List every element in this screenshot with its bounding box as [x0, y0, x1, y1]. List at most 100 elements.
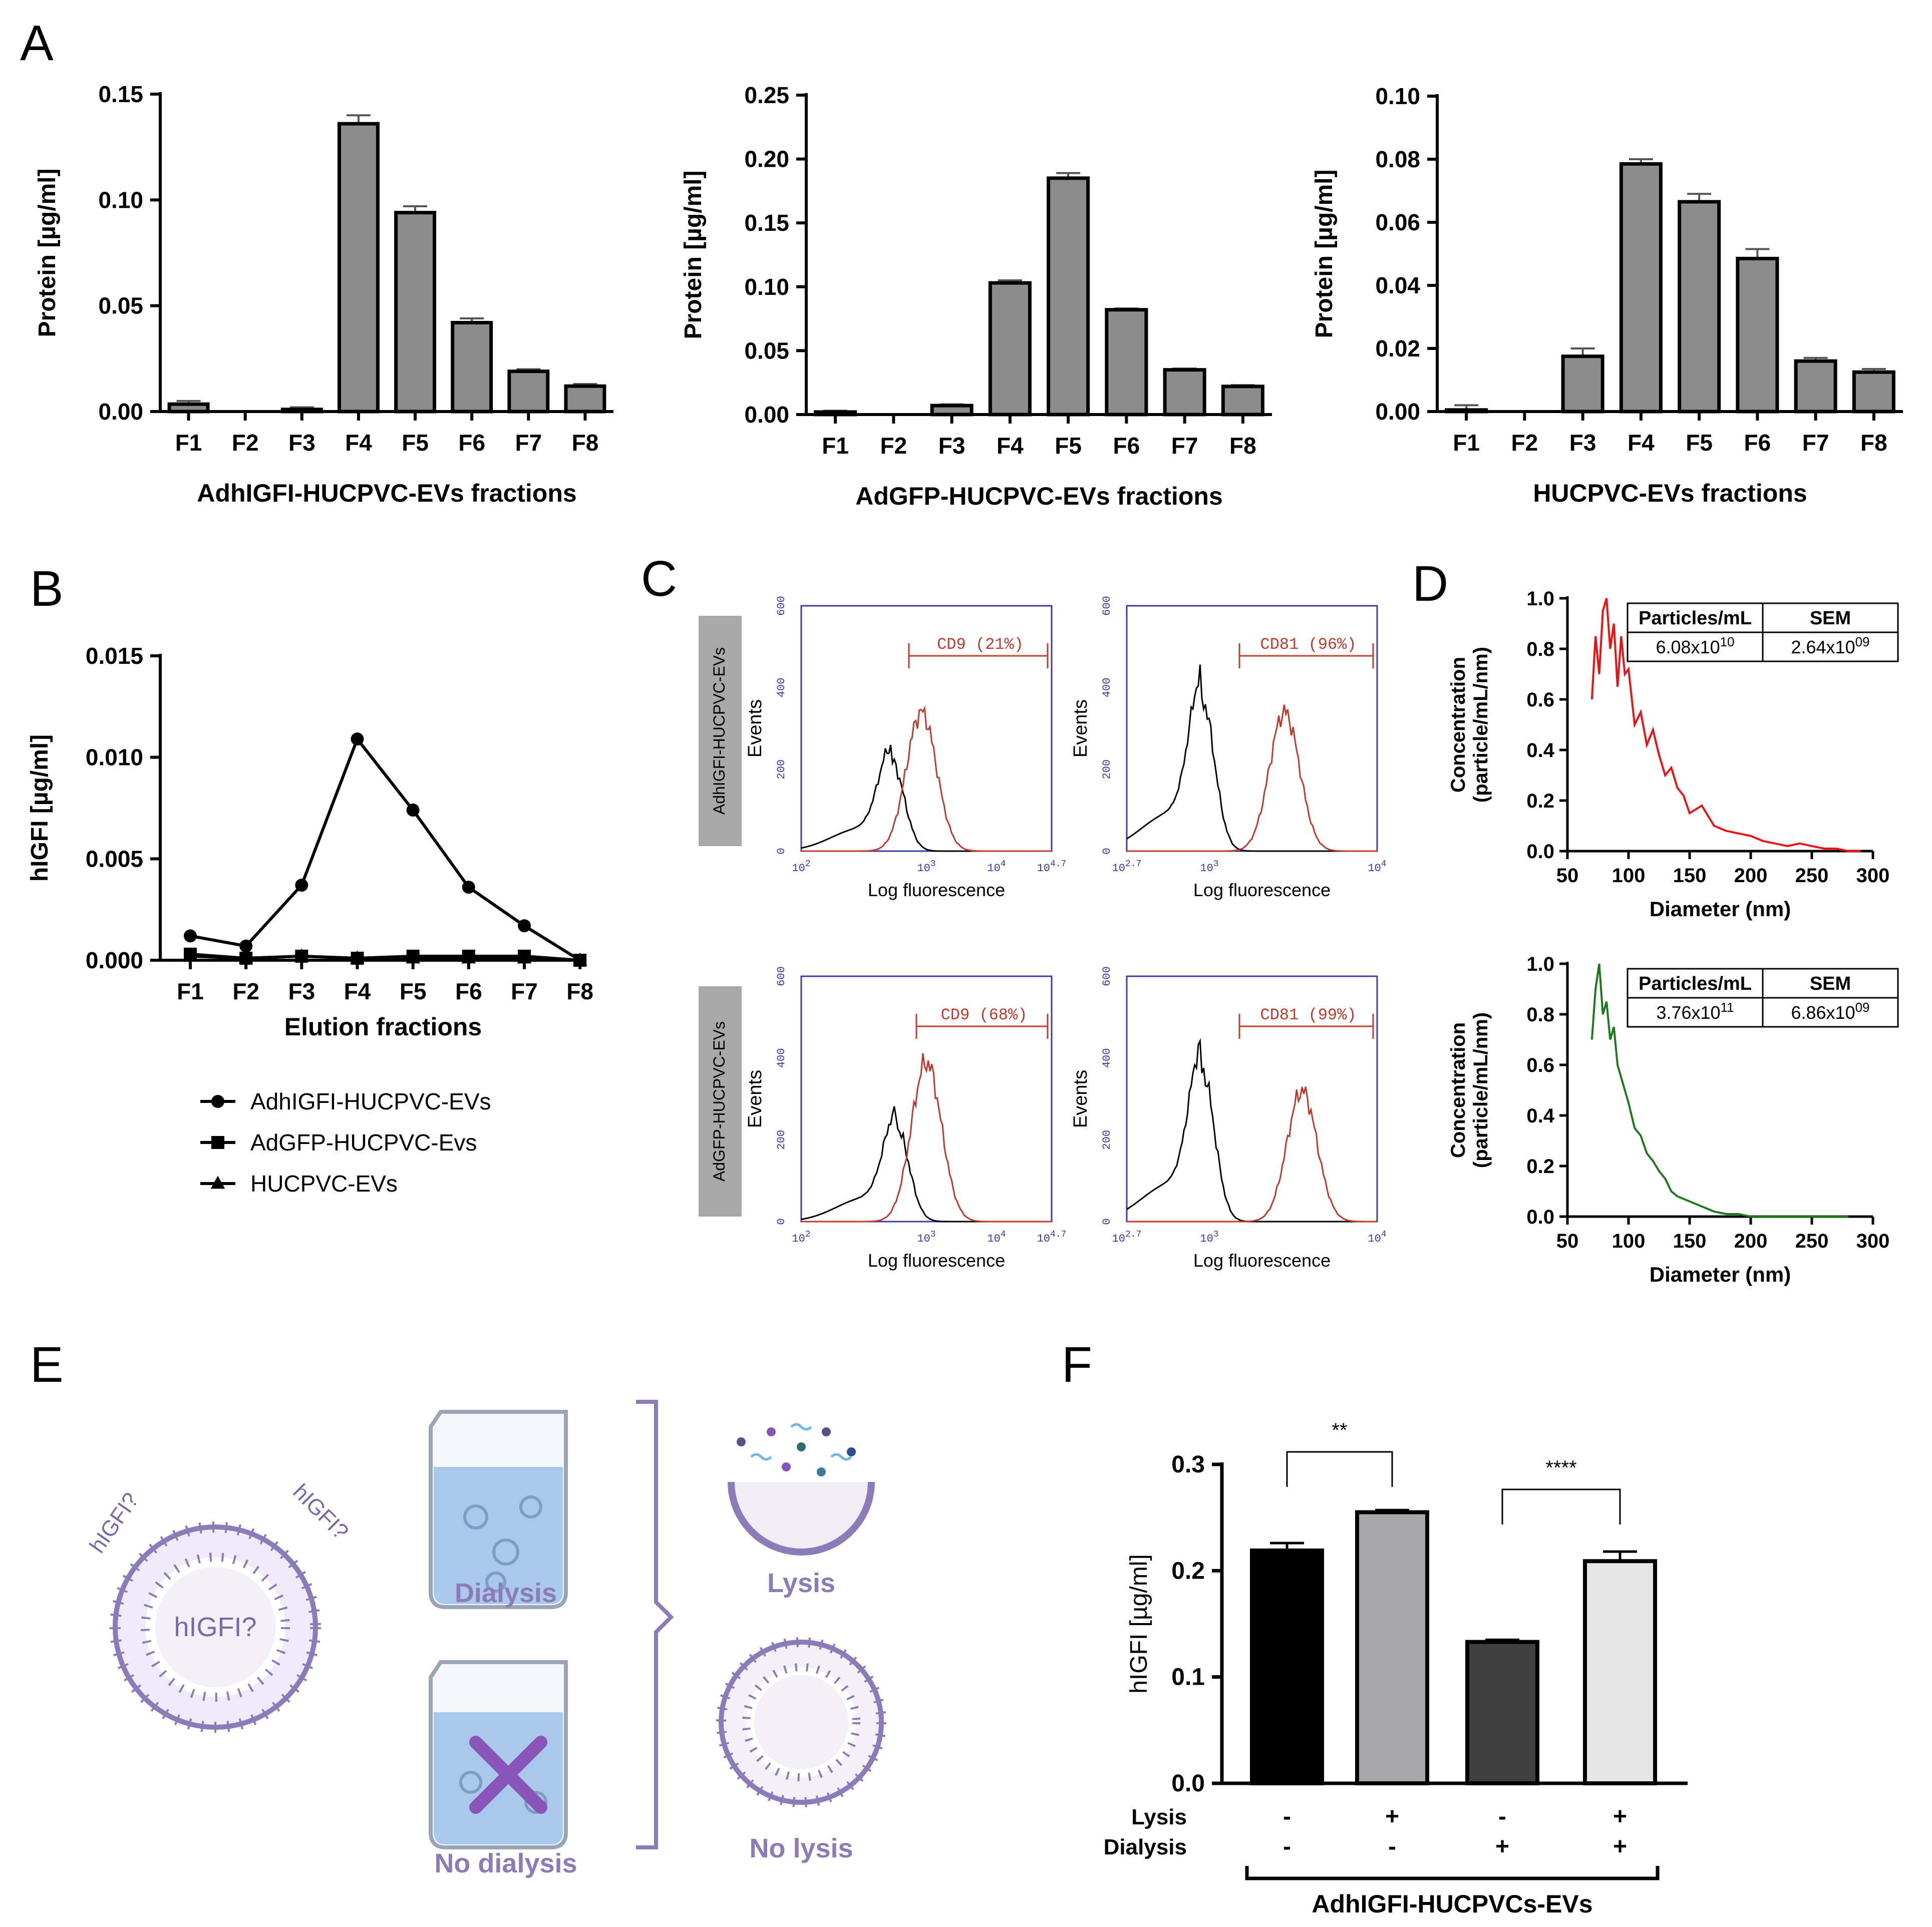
- flow-y-tick: 600: [1101, 966, 1113, 986]
- size-distribution-line: [1590, 963, 1849, 1218]
- x-tick-label: 250: [1795, 1230, 1829, 1252]
- y-tick-label: 0.00: [744, 402, 789, 428]
- x-tick-label: F7: [515, 430, 542, 456]
- y-tick-label: 0.02: [1375, 335, 1420, 361]
- panel-label-e: E: [30, 1337, 64, 1393]
- stained-histogram: [1127, 1086, 1378, 1223]
- bar-F8: [1221, 384, 1264, 417]
- flow-x-label: Log fluorescence: [868, 880, 1005, 900]
- x-tick-label: 250: [1795, 865, 1829, 887]
- series-line: [190, 954, 580, 962]
- y-tick-label: 0.05: [744, 337, 789, 363]
- bar-F4: [988, 281, 1032, 417]
- legend-entry-1: AdGFP-HUCPVC-Evs: [200, 1129, 477, 1155]
- x-tick-label: F6: [1744, 430, 1771, 456]
- bar-F1: [1445, 408, 1488, 414]
- marker-triangle: [350, 950, 365, 964]
- flow-y-label: Events: [1070, 699, 1091, 757]
- y-tick-label: 0.15: [744, 210, 789, 236]
- x-tick-label: 300: [1856, 1230, 1890, 1252]
- x-axis-label: AdGFP-HUCPVC-EVs fractions: [855, 482, 1222, 510]
- flow-y-tick: 400: [1101, 678, 1113, 698]
- flow-x-label: Log fluorescence: [1193, 1250, 1331, 1271]
- flow-y-tick: 0: [1101, 1218, 1113, 1225]
- flow-y-tick: 600: [775, 966, 788, 986]
- x-tick-label: 50: [1556, 1230, 1579, 1252]
- marker-triangle: [461, 950, 476, 964]
- bar-F6: [1736, 256, 1779, 414]
- flow-y-tick: 200: [1101, 759, 1113, 780]
- y-tick-label: 0.6: [1526, 1054, 1554, 1076]
- x-tick-label: F1: [822, 433, 849, 459]
- flow-x-tick: 103: [1200, 859, 1218, 875]
- lysis-sign: -: [1283, 1803, 1291, 1830]
- marker-circle: [462, 881, 475, 894]
- y-axis-label-line2: (particle/mL/nm): [1470, 1012, 1492, 1168]
- row-label-dialysis: Dialysis: [1104, 1835, 1187, 1859]
- x-tick-label: F5: [1686, 430, 1713, 456]
- stats-table: Particles/mL SEM 6.08x1010 2.64x1009: [1627, 602, 1899, 662]
- marker-triangle: [238, 950, 253, 964]
- flow-panel-1: 0 200 400 600 Events Log fluorescence 102.7 103…: [1070, 596, 1387, 900]
- gate-label: CD9 (21%): [937, 635, 1024, 654]
- x-tick-label: F7: [1802, 430, 1829, 456]
- lysed-vesicle-icon: [728, 1423, 875, 1556]
- y-tick-label: 1.0: [1526, 588, 1554, 610]
- chart-a3-hucpvc-fractions: 0.00 0.02 0.04 0.06 0.08 0.10 F1 F2 F3 F4 F5 F6 F7 F8…: [1311, 83, 1903, 507]
- flow-x-label: Log fluorescence: [1193, 880, 1331, 900]
- x-tick-label: F2: [880, 433, 907, 459]
- stats-table: Particles/mL SEM 3.76x1011 6.86x1009: [1627, 968, 1899, 1028]
- y-tick-label: 0.04: [1375, 272, 1420, 298]
- bar-F7: [507, 369, 550, 414]
- y-tick-label: 0.0: [1526, 1206, 1554, 1228]
- y-tick-label: 0.20: [744, 146, 789, 172]
- x-axis-label: Diameter (nm): [1650, 1263, 1791, 1286]
- flow-panel-3: 0 200 400 600 Events Log fluorescence 102.7 103…: [1070, 966, 1387, 1271]
- marker-circle: [184, 929, 197, 943]
- y-axis-label: Protein [µg/ml]: [1311, 170, 1338, 338]
- flow-y-tick: 400: [775, 678, 788, 698]
- stained-histogram: [801, 1053, 1052, 1223]
- y-tick-label: 0.2: [1526, 790, 1554, 812]
- flow-x-tick: 103: [917, 859, 935, 875]
- flow-y-tick: 200: [775, 759, 788, 780]
- y-tick-label: 0.00: [1375, 399, 1420, 425]
- bar-condition-4: [1583, 1559, 1657, 1786]
- x-tick-label: F1: [175, 430, 202, 456]
- x-axis-label: Elution fractions: [284, 1013, 482, 1041]
- vesicle-center-label: hIGFI?: [174, 1612, 256, 1642]
- flow-y-tick: 0: [775, 848, 788, 854]
- flow-y-tick: 200: [1101, 1130, 1113, 1150]
- y-tick-label: 0.1: [1171, 1664, 1205, 1691]
- chart-f-lysis-dialysis: 0.0 0.1 0.2 0.3 - - + - - + + + Lysis Dialysis AdhIGFI…: [1104, 1419, 1688, 1918]
- row-label-lysis: Lysis: [1131, 1805, 1187, 1829]
- x-tick-label: F3: [938, 433, 965, 459]
- flow-y-label: Events: [745, 1070, 766, 1128]
- row-label-box: [699, 986, 742, 1217]
- marker-circle: [295, 879, 308, 892]
- bar-F5: [1678, 200, 1721, 414]
- chart-d1-nta-red: 0.0 0.2 0.4 0.6 0.8 1.0 50 100 150 200 250 300 Conce…: [1447, 588, 1899, 921]
- bar-F4: [1619, 162, 1663, 414]
- x-tick-label: F3: [288, 978, 315, 1004]
- y-tick-label: 0.8: [1526, 638, 1554, 660]
- legend-entry-2: HUCPVC-EVs: [200, 1171, 398, 1197]
- bar-F6: [451, 320, 493, 414]
- y-tick-label: 0.10: [98, 187, 143, 213]
- dialysis-sign: -: [1283, 1833, 1291, 1860]
- flow-x-tick: 104: [1368, 859, 1386, 875]
- table-value-sem: 6.86x1009: [1791, 1000, 1869, 1023]
- x-tick-label: 300: [1856, 865, 1890, 887]
- x-tick-label: F1: [177, 978, 204, 1004]
- significance-bracket: [1286, 1451, 1393, 1487]
- legend-entry-0: AdhIGFI-HUCPVC-EVs: [200, 1088, 491, 1114]
- flow-y-tick: 0: [775, 1218, 788, 1225]
- panel-label-d: D: [1412, 556, 1448, 612]
- flow-x-tick: 102: [792, 1230, 810, 1245]
- y-tick-label: 0.8: [1526, 1004, 1554, 1026]
- x-axis-label: Diameter (nm): [1650, 897, 1791, 921]
- control-histogram: [1126, 664, 1377, 852]
- panel-label-a: A: [20, 15, 54, 71]
- y-tick-label: 0.4: [1526, 739, 1554, 761]
- x-tick-label: 200: [1734, 865, 1768, 887]
